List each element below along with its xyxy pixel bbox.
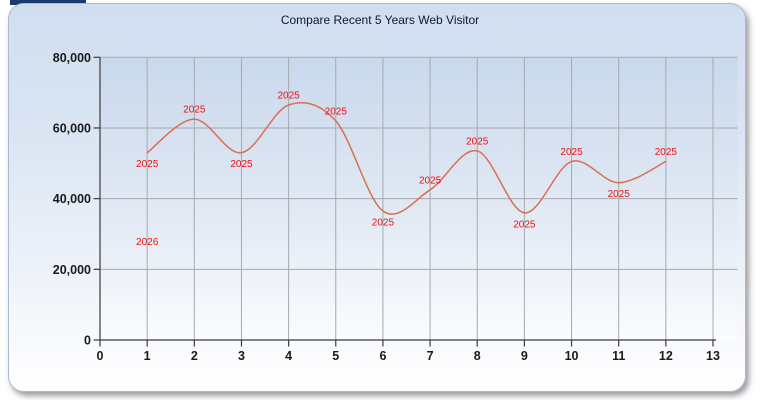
background-window-sliver [10, 0, 86, 5]
point-label: 2025 [608, 189, 631, 200]
point-label: 2025 [230, 159, 253, 170]
point-label: 2026 [136, 237, 159, 248]
x-tick-label: 13 [706, 349, 720, 363]
chart-title: Compare Recent 5 Years Web Visitor [280, 13, 480, 27]
x-tick-label: 2 [191, 349, 198, 363]
y-tick-label: 80,000 [53, 51, 91, 65]
series-line-2025 [146, 102, 667, 215]
x-tick-label: 9 [521, 349, 528, 363]
point-labels-2026: 2026 [136, 237, 159, 248]
x-tick-label: 5 [332, 349, 339, 363]
point-label: 2025 [277, 91, 300, 102]
x-tick-label: 6 [379, 349, 386, 363]
point-labels-2025: 2025 2025 2025 2025 2025 2025 2025 2025 2025 2025… [136, 91, 677, 231]
x-tick-label: 1 [144, 349, 151, 363]
x-tick-label: 11 [612, 349, 625, 363]
point-label: 2025 [466, 136, 489, 147]
x-tick-label: 12 [659, 349, 673, 363]
x-tick-label: 4 [285, 349, 292, 363]
x-tick-label: 0 [97, 349, 104, 363]
axes [93, 56, 717, 347]
y-tick-label: 0 [84, 334, 91, 348]
x-tick-label: 7 [427, 349, 434, 363]
point-label: 2025 [513, 219, 536, 230]
x-tick-label: 8 [474, 349, 481, 363]
point-label: 2025 [372, 218, 395, 229]
y-tick-labels: 0 20,000 40,000 60,000 80,000 [53, 51, 91, 348]
x-tick-label: 3 [238, 349, 245, 363]
x-tick-labels: 0 1 2 3 4 5 6 7 8 9 10 11 12 13 [97, 349, 720, 363]
x-tick-label: 10 [565, 349, 579, 363]
point-label: 2025 [136, 159, 159, 170]
y-tick-label: 60,000 [53, 121, 91, 135]
point-label: 2025 [419, 175, 442, 186]
point-label: 2025 [655, 147, 678, 158]
point-label: 2025 [560, 147, 583, 158]
y-tick-label: 40,000 [53, 192, 91, 206]
point-label: 2025 [183, 105, 206, 116]
point-label: 2025 [325, 106, 348, 117]
gridlines [100, 56, 738, 340]
y-tick-label: 20,000 [53, 263, 91, 277]
